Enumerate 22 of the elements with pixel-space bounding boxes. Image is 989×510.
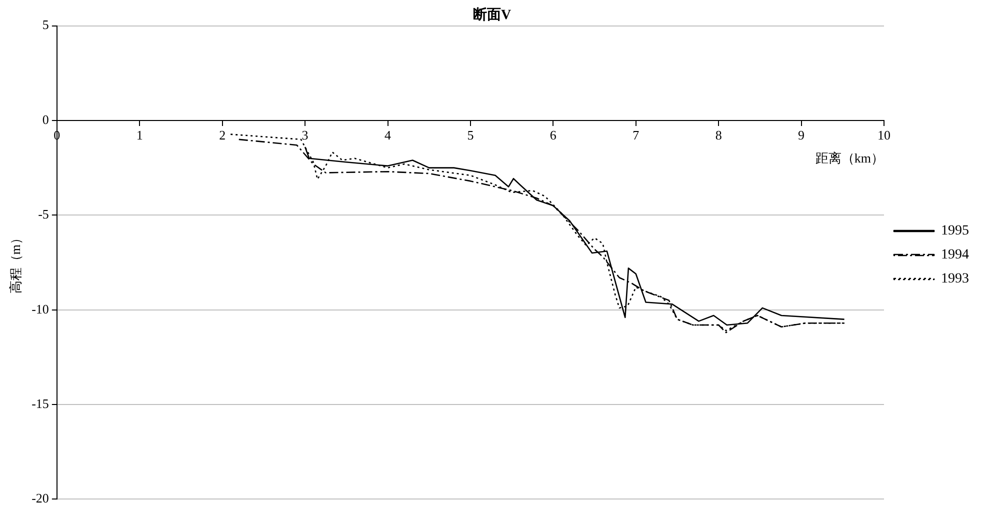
x-tick-label: 10 (878, 128, 890, 143)
y-tick-label: 5 (42, 17, 49, 32)
x-tick-label: 5 (467, 128, 474, 143)
x-tick-label: 6 (550, 128, 557, 143)
x-axis-title: 距离（km） (815, 150, 884, 166)
legend-label: 1994 (941, 248, 969, 263)
y-tick-label: 0 (42, 112, 49, 127)
legend-label: 1995 (941, 224, 969, 239)
y-tick-label: -20 (32, 490, 49, 506)
x-tick-label: 1 (136, 128, 143, 143)
chart-title: 断面V (472, 7, 512, 24)
y-tick-label: -10 (32, 301, 49, 316)
x-tick-label: 8 (715, 128, 722, 143)
x-tick-label: 7 (632, 128, 640, 143)
y-tick-label: -15 (32, 396, 49, 411)
x-tick-label: 4 (384, 128, 392, 143)
x-tick-label: 9 (798, 128, 805, 143)
x-tick-label: 2 (219, 128, 226, 143)
y-tick-label: -5 (38, 206, 49, 222)
x-tick-label: 3 (302, 128, 308, 143)
y-axis-title: 高程（m） (8, 231, 24, 294)
legend-label: 1993 (941, 272, 969, 287)
